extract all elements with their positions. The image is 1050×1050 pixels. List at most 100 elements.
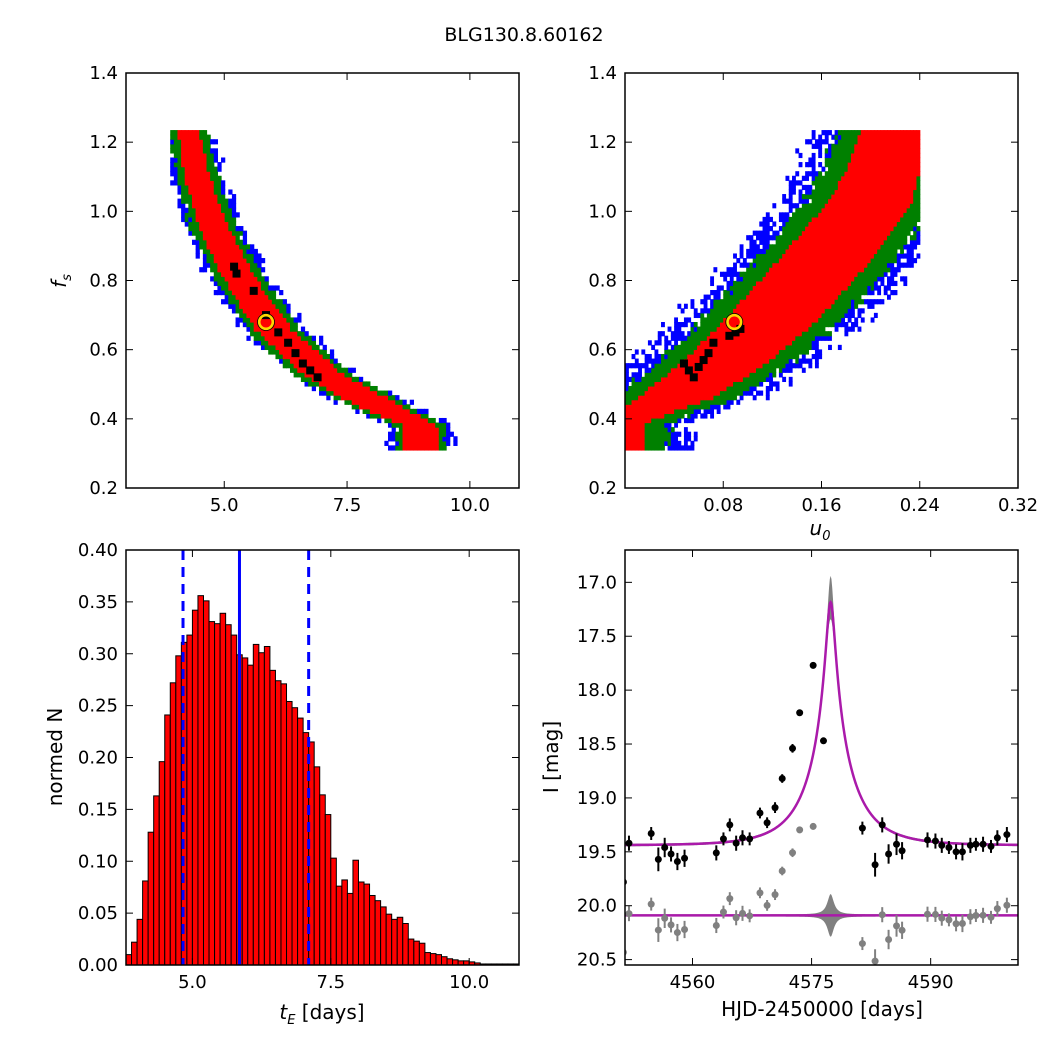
heatmap-cell bbox=[435, 436, 440, 442]
x-tick-label: 5.0 bbox=[210, 495, 239, 516]
heatmap-cell bbox=[634, 358, 639, 364]
heatmap-cell bbox=[792, 184, 796, 191]
heatmap-cell bbox=[634, 349, 639, 355]
heatmap-cell bbox=[275, 285, 280, 291]
heatmap-cell bbox=[719, 381, 724, 387]
heatmap-cell bbox=[837, 317, 842, 323]
heatmap-cell bbox=[814, 189, 819, 195]
y-tick-label: 0.6 bbox=[89, 340, 118, 361]
heatmap-cell bbox=[199, 216, 204, 223]
x-tick-label: 10.0 bbox=[450, 495, 490, 516]
heatmap-cell bbox=[847, 194, 852, 200]
heatmap-cell bbox=[446, 431, 451, 437]
heatmap-cell bbox=[723, 358, 728, 364]
heatmap-cell bbox=[670, 395, 675, 401]
heatmap-cell bbox=[828, 226, 832, 232]
heatmap-cell bbox=[181, 198, 186, 204]
heatmap-cell bbox=[683, 303, 688, 309]
heatmap-cell bbox=[651, 376, 656, 383]
heatmap-cell bbox=[821, 212, 826, 218]
heatmap-cell bbox=[184, 148, 189, 154]
heatmap-cell bbox=[887, 212, 891, 218]
heatmap-cell bbox=[235, 299, 240, 305]
heatmap-cell bbox=[837, 166, 842, 172]
heatmap-cell bbox=[818, 331, 823, 337]
heatmap-cell bbox=[778, 308, 783, 314]
heatmap-cell bbox=[677, 395, 682, 401]
heatmap-cell bbox=[778, 299, 783, 305]
heatmap-cell bbox=[837, 143, 842, 149]
heatmap-cell bbox=[260, 317, 266, 323]
heatmap-cell bbox=[177, 162, 182, 168]
heatmap-cell bbox=[864, 134, 868, 140]
heatmap-cell bbox=[756, 331, 760, 337]
heatmap-cell bbox=[903, 157, 908, 163]
heatmap-cell bbox=[271, 331, 277, 337]
heatmap-cell bbox=[893, 230, 898, 236]
heatmap-cell bbox=[268, 303, 273, 309]
heatmap-cell bbox=[670, 349, 675, 355]
heatmap-cell bbox=[814, 258, 819, 264]
heatmap-cell bbox=[818, 203, 823, 209]
heatmap-cell bbox=[670, 344, 675, 351]
heatmap-cell bbox=[667, 390, 672, 396]
heatmap-cell bbox=[821, 331, 826, 337]
heatmap-cell bbox=[173, 171, 179, 177]
heatmap-cell bbox=[188, 157, 193, 163]
heatmap-cell bbox=[752, 340, 757, 346]
heatmap-cell bbox=[814, 184, 819, 191]
heatmap-cell bbox=[880, 157, 885, 163]
heatmap-cell bbox=[628, 431, 633, 437]
heatmap-cell bbox=[188, 207, 193, 213]
heatmap-cell bbox=[900, 212, 904, 218]
heatmap-cell bbox=[821, 175, 826, 181]
heatmap-cell bbox=[811, 189, 816, 195]
heatmap-cell bbox=[289, 317, 295, 323]
heatmap-cell bbox=[795, 235, 800, 241]
heatmap-cell bbox=[883, 221, 888, 227]
heatmap-cell bbox=[647, 431, 652, 437]
heatmap-cell bbox=[864, 226, 868, 232]
heatmap-cell bbox=[818, 152, 823, 159]
heatmap-cell bbox=[710, 290, 715, 296]
heatmap-cell bbox=[831, 207, 836, 213]
heatmap-cell bbox=[805, 322, 809, 328]
heatmap-cell bbox=[811, 253, 816, 259]
heatmap-cell bbox=[690, 404, 695, 410]
heatmap-cell bbox=[828, 271, 832, 277]
heatmap-cell bbox=[300, 372, 306, 378]
y-tick-label: 18.0 bbox=[577, 680, 617, 701]
heatmap-cell bbox=[759, 335, 764, 341]
heatmap-cell bbox=[890, 226, 895, 232]
heatmap-cell bbox=[710, 358, 715, 364]
residual-point bbox=[958, 919, 966, 927]
heatmap-cell bbox=[857, 285, 862, 291]
heatmap-cell bbox=[831, 276, 836, 282]
heatmap-cell bbox=[213, 271, 218, 277]
heatmap-cell bbox=[811, 258, 816, 264]
heatmap-cell bbox=[798, 267, 803, 273]
heatmap-cell bbox=[674, 331, 678, 337]
heatmap-cell bbox=[188, 180, 193, 186]
heatmap-cell bbox=[837, 162, 842, 168]
heatmap-cell bbox=[798, 322, 803, 328]
heatmap-cell bbox=[697, 381, 701, 387]
heatmap-cell bbox=[792, 267, 796, 273]
heatmap-cell bbox=[729, 395, 734, 401]
heatmap-cell bbox=[358, 399, 364, 405]
heatmap-cell bbox=[795, 317, 800, 323]
heatmap-cell bbox=[847, 198, 852, 204]
heatmap-cell bbox=[864, 189, 868, 195]
heatmap-cell bbox=[651, 422, 656, 428]
heatmap-cell bbox=[801, 280, 806, 287]
heatmap-cell bbox=[736, 303, 741, 309]
heatmap-cell bbox=[844, 226, 849, 232]
heatmap-cell bbox=[723, 395, 728, 401]
heatmap-cell bbox=[329, 353, 335, 360]
heatmap-cell bbox=[847, 253, 852, 259]
heatmap-cell bbox=[788, 194, 793, 200]
heatmap-cell bbox=[384, 408, 389, 414]
heatmap-cell bbox=[860, 248, 865, 255]
heatmap-cell bbox=[723, 385, 728, 392]
heatmap-cell bbox=[311, 344, 317, 351]
